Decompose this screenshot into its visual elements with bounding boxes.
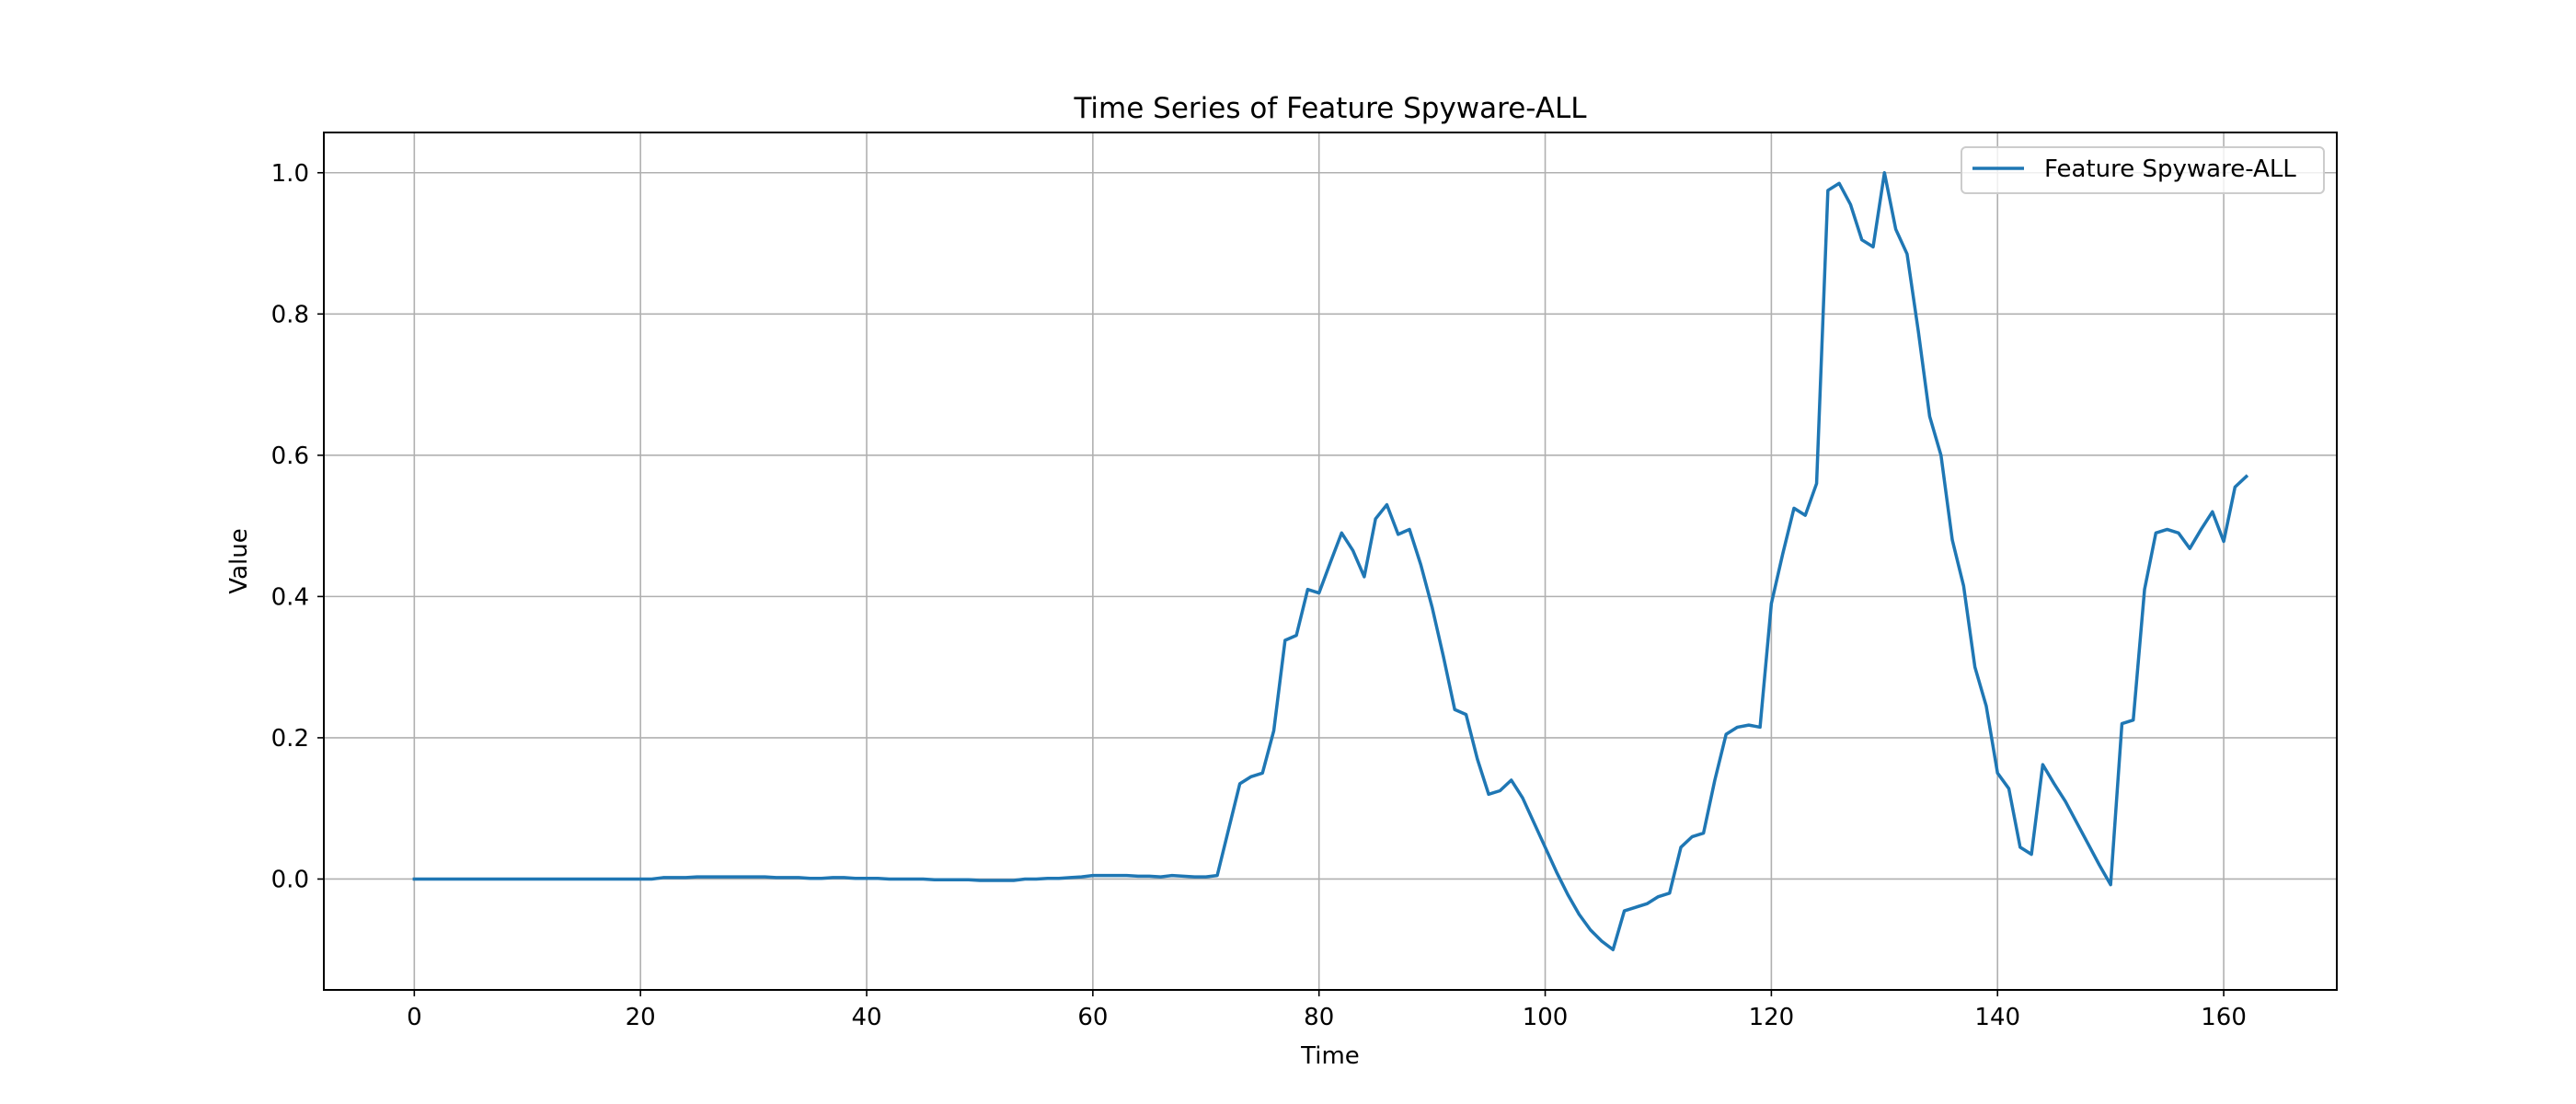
y-tick-label: 1.0 bbox=[271, 160, 309, 188]
x-tick-label: 120 bbox=[1749, 1004, 1795, 1031]
legend-box bbox=[1961, 146, 2325, 194]
x-tick-label: 20 bbox=[626, 1004, 656, 1031]
y-tick-label: 0.4 bbox=[271, 583, 309, 611]
y-axis-label: Value bbox=[225, 528, 253, 593]
y-tick-label: 0.2 bbox=[271, 725, 309, 753]
x-tick-label: 80 bbox=[1304, 1004, 1334, 1031]
y-tick-label: 0.0 bbox=[271, 866, 309, 893]
y-tick-label: 0.8 bbox=[271, 301, 309, 328]
chart-title: Time Series of Feature Spyware-ALL bbox=[1073, 92, 1587, 125]
y-tick-label: 0.6 bbox=[271, 443, 309, 470]
x-axis-label: Time bbox=[1300, 1042, 1360, 1070]
series-line-0 bbox=[412, 171, 2249, 951]
series-layer bbox=[412, 171, 2249, 951]
grid-lines bbox=[324, 132, 2337, 990]
plot-frame bbox=[323, 132, 2338, 991]
x-tick-label: 100 bbox=[1523, 1004, 1569, 1031]
legend: Feature Spyware-ALL bbox=[1961, 146, 2325, 194]
ticks: 0 20 40 60 80 100 120 140 160 0.0 0.2 0.4 0.6 0.8 1.0 bbox=[271, 160, 2247, 1031]
x-tick-label: 60 bbox=[1077, 1004, 1108, 1031]
x-tick-label: 0 bbox=[407, 1004, 422, 1031]
x-tick-label: 140 bbox=[1974, 1004, 2020, 1031]
x-tick-label: 160 bbox=[2201, 1004, 2247, 1031]
x-tick-label: 40 bbox=[851, 1004, 881, 1031]
legend-entry-label: Feature Spyware-ALL bbox=[2044, 155, 2296, 183]
